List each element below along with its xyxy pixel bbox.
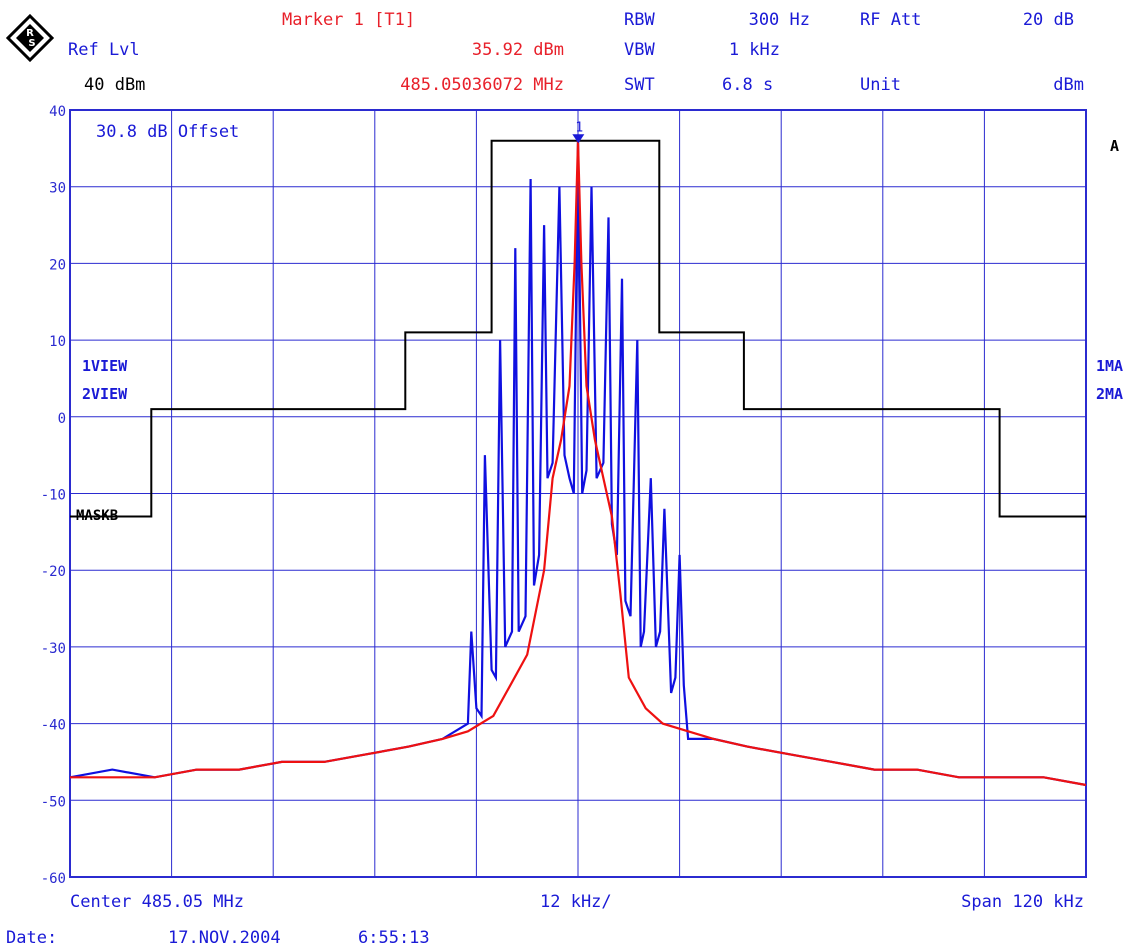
mask-label: MASKB xyxy=(76,508,119,524)
unit-label: Unit xyxy=(860,75,901,95)
y-tick-label: -10 xyxy=(41,488,66,504)
unit-value: dBm xyxy=(1053,75,1084,95)
svg-text:S: S xyxy=(28,38,35,49)
rf-att-label: RF Att xyxy=(860,10,922,30)
time-value: 6:55:13 xyxy=(358,928,430,948)
marker-level: 35.92 dBm xyxy=(471,40,564,60)
rf-att-value: 20 dB xyxy=(1022,10,1074,30)
rbw-value: 300 Hz xyxy=(748,10,810,30)
trace-1-view-label: 1VIEW xyxy=(82,357,128,375)
series-2-line xyxy=(70,140,1087,787)
marker-triangle xyxy=(572,134,585,144)
ref-level-value: 40 dBm xyxy=(84,75,146,95)
marker-frequency: 485.05036072 MHz xyxy=(400,75,564,95)
trace-1-ma-label: 1MA xyxy=(1096,357,1124,375)
y-tick-label: 30 xyxy=(49,181,66,197)
svg-text:R: R xyxy=(26,28,34,39)
date-label: Date: xyxy=(6,928,58,948)
swt-label: SWT xyxy=(624,75,655,95)
vbw-label: VBW xyxy=(624,40,655,60)
plot-grid xyxy=(69,109,1087,878)
y-tick-label: -30 xyxy=(41,641,66,657)
ref-level-label: Ref Lvl xyxy=(68,40,140,60)
trace-a-label: A xyxy=(1110,137,1120,155)
rohde-schwarz-logo-icon: R S xyxy=(6,14,54,62)
trace-2-red xyxy=(70,140,1087,787)
y-tick-label: 20 xyxy=(49,257,66,273)
offset-note: 30.8 dB Offset xyxy=(96,122,240,142)
center-frequency: Center 485.05 MHz xyxy=(70,892,244,912)
y-tick-label: -50 xyxy=(41,794,66,810)
y-tick-label: -40 xyxy=(41,718,66,734)
date-value: 17.NOV.2004 xyxy=(168,928,281,948)
rbw-label: RBW xyxy=(624,10,655,30)
marker-1: 1 xyxy=(572,120,585,144)
trace-2-view-label: 2VIEW xyxy=(82,385,128,403)
marker-label: 1 xyxy=(575,120,583,135)
y-axis-ticks: 40 30 20 10 0 -10 -20 -30 -40 -50 -60 xyxy=(41,104,66,887)
limit-mask-line xyxy=(70,139,1086,518)
swt-value: 6.8 s xyxy=(722,75,774,95)
marker-title: Marker 1 [T1] xyxy=(282,10,416,30)
vbw-value: 1 kHz xyxy=(728,40,780,60)
trace-2-ma-label: 2MA xyxy=(1096,385,1124,403)
mask-line xyxy=(70,139,1086,518)
y-tick-label: -60 xyxy=(41,871,66,887)
span: Span 120 kHz xyxy=(961,892,1084,912)
y-tick-label: 0 xyxy=(58,411,66,427)
y-tick-label: 40 xyxy=(49,104,66,120)
y-tick-label: 10 xyxy=(49,334,66,350)
span-per-division: 12 kHz/ xyxy=(540,892,612,912)
y-tick-label: -20 xyxy=(41,564,66,580)
